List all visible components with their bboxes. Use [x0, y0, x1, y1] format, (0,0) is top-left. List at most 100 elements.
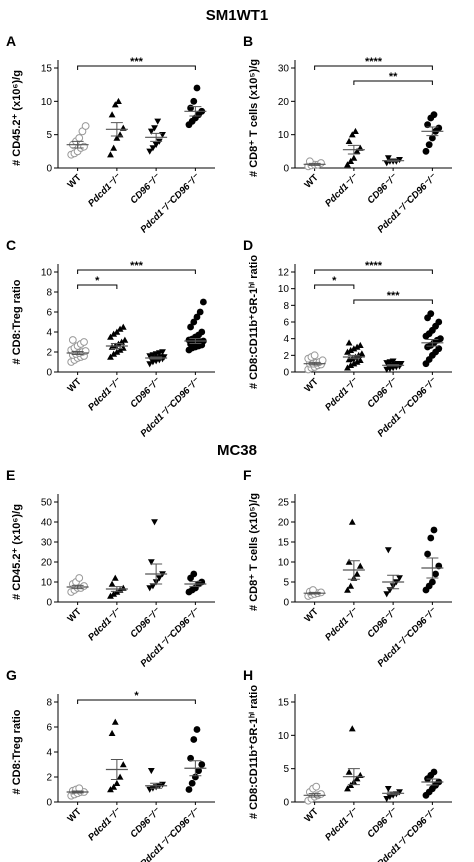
x-tick-label: WT [303, 806, 321, 824]
data-point [119, 344, 127, 351]
significance-bracket [77, 269, 196, 274]
error-bar [347, 768, 360, 786]
error-bar [189, 581, 202, 587]
x-tick-label: WT [303, 606, 321, 624]
significance-label: ** [389, 71, 398, 83]
data-point [80, 582, 88, 590]
data-point [430, 768, 438, 776]
data-point [428, 578, 436, 586]
data-point [356, 356, 364, 364]
x-tick-label: Pdcd1⁻/⁻ [86, 376, 124, 414]
y-tick-label: 0 [283, 598, 289, 609]
x-tick-label: Pdcd1⁻/⁻ [86, 606, 124, 644]
y-tick-label: 10 [41, 97, 53, 108]
data-point [424, 550, 431, 558]
data-point [151, 519, 158, 526]
panel-letter: H [243, 667, 253, 683]
data-point [356, 341, 364, 349]
y-tick-label: 10 [41, 578, 53, 589]
y-tick-label: 0 [46, 798, 52, 809]
y-axis-label: # CD45.2⁺ (x10⁶)/g [11, 504, 23, 600]
y-tick-label: 0 [46, 598, 52, 609]
error-bar [426, 557, 439, 579]
y-tick-label: 20 [41, 558, 53, 569]
panel-letter: B [243, 33, 253, 49]
x-tick-label: Pdcd1⁻/⁻ [323, 606, 361, 644]
data-point [427, 310, 435, 318]
data-point [107, 786, 114, 793]
y-tick-label: 15 [41, 64, 53, 75]
data-point [347, 157, 355, 165]
error-bar [308, 591, 321, 595]
x-tick-label: WT [66, 806, 84, 824]
data-point [119, 584, 127, 591]
data-point [111, 718, 119, 725]
data-point [347, 361, 355, 369]
significance-label: * [332, 275, 337, 287]
error-bar [150, 563, 163, 585]
x-tick-label: CD96⁻/⁻ [365, 376, 400, 411]
y-tick-label: 4 [46, 748, 52, 759]
data-point [119, 323, 127, 330]
significance-bracket [353, 299, 433, 304]
data-point [347, 346, 355, 354]
x-tick-label: CD96⁻/⁻ [365, 172, 400, 207]
significance-label: * [134, 690, 139, 702]
error-bar [308, 162, 321, 166]
section-heading: MC38 [217, 442, 257, 459]
error-bar [387, 791, 400, 796]
data-point [187, 323, 194, 331]
y-axis-label: # CD8⁺ T cells (x10⁵)/g [248, 493, 260, 611]
error-bar [110, 759, 123, 780]
data-point [190, 97, 198, 105]
data-point [147, 559, 155, 566]
panel-letter: G [6, 667, 17, 683]
data-point [110, 144, 118, 151]
data-point [110, 590, 118, 597]
data-point [348, 518, 356, 525]
error-bar [189, 760, 202, 777]
significance-bracket [314, 65, 433, 70]
data-point [384, 547, 392, 554]
data-point [196, 308, 204, 316]
data-point [358, 350, 366, 357]
data-point [344, 161, 351, 168]
error-bar [189, 338, 202, 344]
error-bar [426, 126, 439, 137]
error-bar [189, 106, 202, 117]
section-heading: SM1WT1 [206, 7, 269, 24]
error-bar [426, 339, 439, 347]
data-point [344, 586, 351, 593]
y-tick-label: 40 [41, 518, 53, 529]
y-tick-label: 8 [283, 301, 289, 312]
y-tick-label: 5 [283, 578, 289, 589]
data-point [383, 591, 391, 598]
y-tick-label: 8 [46, 288, 52, 299]
significance-bracket [353, 80, 433, 85]
data-point [344, 785, 351, 792]
x-tick-label: Pdcd1⁻/⁻ [86, 806, 124, 844]
x-tick-label: WT [303, 376, 321, 394]
data-point [155, 575, 163, 582]
y-tick-label: 25 [278, 498, 290, 509]
data-point [352, 127, 359, 135]
data-point [312, 782, 321, 791]
data-point [432, 570, 439, 578]
data-point [188, 779, 196, 787]
x-tick-label: Pdcd1⁻/⁻ [323, 376, 361, 414]
significance-bracket [77, 284, 118, 289]
error-bar [150, 132, 163, 142]
significance-bracket [77, 65, 196, 70]
data-point [397, 360, 405, 368]
x-tick-label: WT [303, 172, 321, 190]
data-point [116, 773, 124, 780]
data-point [396, 156, 403, 164]
error-bar [387, 574, 400, 590]
y-tick-label: 15 [278, 538, 290, 549]
y-tick-label: 0 [283, 368, 289, 379]
error-bar [347, 354, 360, 360]
data-point [108, 729, 116, 736]
y-axis-label: # CD8:CD11b⁺GR-1ʰⁱ ratio [247, 685, 260, 819]
data-point [344, 364, 351, 371]
